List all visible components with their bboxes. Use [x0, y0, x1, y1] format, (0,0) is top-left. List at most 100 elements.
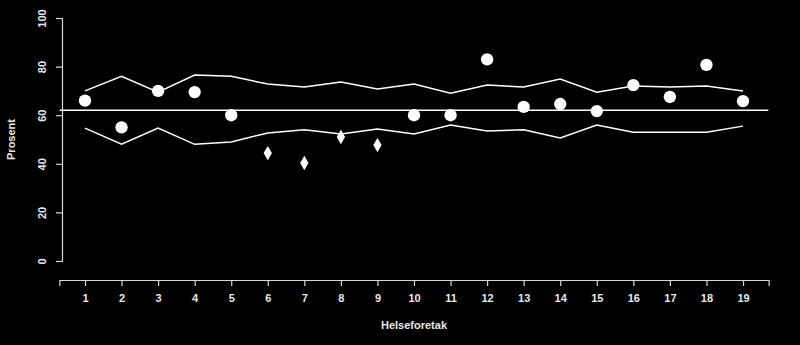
x-tick: 17	[664, 280, 676, 304]
x-tick-label: 10	[408, 292, 420, 304]
x-tick: 13	[518, 280, 530, 304]
x-tick: 14	[555, 280, 568, 304]
x-tick-label: 1	[82, 292, 88, 304]
diamond-point	[337, 130, 345, 144]
x-tick-label: 5	[229, 292, 235, 304]
x-tick: 12	[481, 280, 493, 304]
y-tick-mark	[56, 164, 62, 165]
circle-point	[444, 109, 456, 121]
x-tick: 9	[375, 280, 381, 304]
x-tick: 1	[82, 280, 88, 304]
y-tick-mark	[56, 261, 62, 262]
x-tick-label: 9	[375, 292, 381, 304]
x-tick-mark	[414, 280, 415, 286]
x-axis-line	[60, 281, 769, 287]
x-tick-label: 11	[445, 292, 457, 304]
x-tick-mark	[85, 280, 86, 286]
circle-point	[188, 86, 200, 98]
x-tick: 2	[119, 280, 125, 304]
x-tick: 5	[229, 280, 235, 304]
y-tick: 0	[36, 258, 62, 264]
x-tick-mark	[195, 280, 196, 286]
y-tick-label: 60	[36, 110, 48, 122]
diamond-point	[300, 156, 308, 170]
chart: 1234567891011121314151617181902040608010…	[0, 0, 800, 345]
circle-point	[408, 109, 420, 121]
circle-point	[627, 79, 639, 91]
limit-line	[85, 75, 743, 93]
diamond-point	[264, 146, 272, 160]
circle-point	[481, 53, 493, 65]
x-tick-label: 3	[156, 292, 162, 304]
x-tick: 4	[192, 280, 199, 304]
circle-point	[591, 105, 603, 117]
x-tick: 10	[408, 280, 420, 304]
x-tick-mark	[268, 280, 269, 286]
plot-area	[59, 53, 768, 170]
x-tick: 18	[701, 280, 713, 304]
x-tick-label: 16	[628, 292, 640, 304]
x-tick-mark	[706, 280, 707, 286]
x-tick-mark	[158, 280, 159, 286]
x-tick-mark	[597, 280, 598, 286]
x-tick: 3	[156, 280, 162, 304]
x-tick: 7	[302, 280, 308, 304]
x-tick: 6	[265, 280, 271, 304]
circle-point	[554, 98, 566, 110]
x-tick-label: 18	[701, 292, 713, 304]
x-axis-title: Helseforetak	[381, 319, 448, 331]
x-tick-label: 7	[302, 292, 308, 304]
y-axis: 0 20 40 60 80 100	[36, 9, 63, 264]
circle-point	[664, 91, 676, 103]
x-tick: 15	[591, 280, 603, 304]
y-tick: 80	[36, 61, 62, 73]
x-tick-label: 12	[481, 292, 493, 304]
y-tick-label: 40	[36, 158, 48, 170]
x-tick-label: 2	[119, 292, 125, 304]
y-tick: 20	[36, 207, 62, 219]
x-tick-mark	[231, 280, 232, 286]
y-tick-mark	[56, 66, 62, 67]
circle-point	[79, 94, 91, 106]
x-tick: 16	[628, 280, 640, 304]
diamond-point	[373, 138, 381, 152]
y-axis-line	[56, 19, 63, 262]
x-tick-mark	[633, 280, 634, 286]
x-tick: 19	[737, 280, 749, 304]
x-tick-label: 17	[664, 292, 676, 304]
circle-point	[700, 59, 712, 71]
y-tick: 100	[36, 9, 62, 27]
circle-point	[115, 121, 127, 133]
x-tick-label: 6	[265, 292, 271, 304]
x-tick-label: 19	[737, 292, 749, 304]
x-tick: 8	[338, 280, 344, 304]
x-tick-mark	[377, 280, 378, 286]
y-tick-label: 100	[36, 9, 48, 27]
x-tick-label: 4	[192, 292, 199, 304]
x-axis: 12345678910111213141516171819	[60, 280, 769, 304]
y-tick-mark	[56, 212, 62, 213]
y-tick-label: 0	[36, 258, 48, 264]
y-tick: 60	[36, 110, 62, 122]
x-tick-mark	[341, 280, 342, 286]
limit-line	[85, 125, 743, 144]
x-tick-label: 14	[555, 292, 568, 304]
y-tick: 40	[36, 158, 62, 170]
x-tick-mark	[743, 280, 744, 286]
x-tick-mark	[524, 280, 525, 286]
x-tick-label: 8	[338, 292, 344, 304]
circle-point	[225, 109, 237, 121]
x-tick: 11	[445, 280, 457, 304]
x-tick-mark	[487, 280, 488, 286]
y-tick-label: 80	[36, 61, 48, 73]
y-axis-title: Prosent	[5, 119, 17, 160]
y-tick-mark	[56, 115, 62, 116]
x-tick-mark	[121, 280, 122, 286]
x-tick-mark	[450, 280, 451, 286]
y-tick-label: 20	[36, 207, 48, 219]
x-tick-mark	[560, 280, 561, 286]
x-tick-label: 13	[518, 292, 530, 304]
y-tick-mark	[56, 18, 62, 19]
x-tick-mark	[304, 280, 305, 286]
circle-point	[517, 101, 529, 113]
